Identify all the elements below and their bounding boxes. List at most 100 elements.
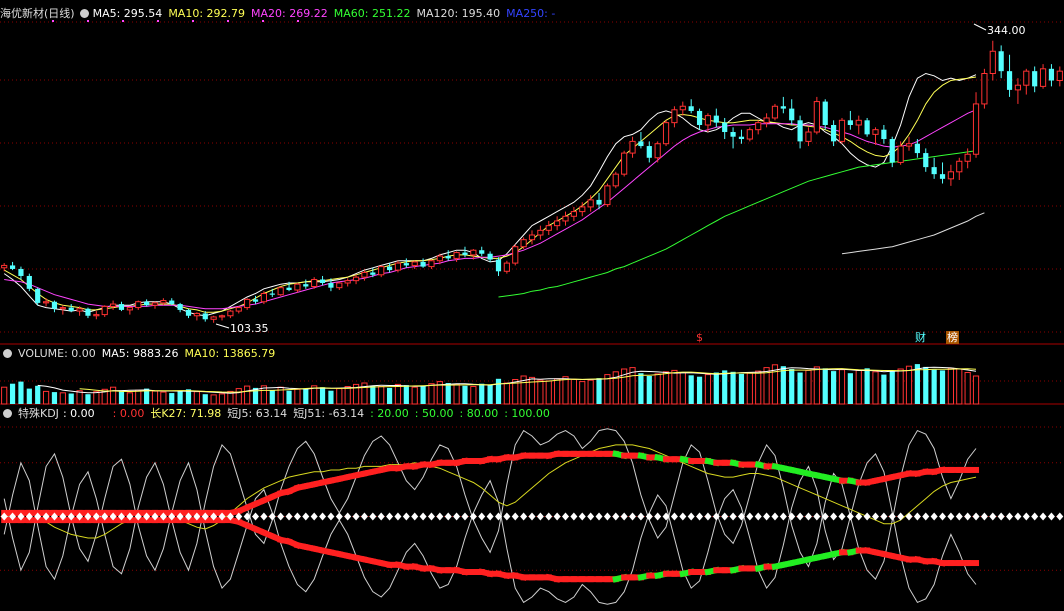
candle-body-up: [1039, 68, 1047, 87]
volume-settings-dot-icon[interactable]: [3, 349, 12, 358]
kdj-midline-diamond: [503, 512, 511, 521]
ma60-label: MA60: 251.22: [333, 7, 411, 20]
volume-bar-down: [85, 394, 91, 404]
volume-bar-down: [202, 394, 208, 404]
top-signal-dot: [297, 20, 299, 22]
volume-bar-down: [420, 385, 426, 404]
volume-bar-down: [118, 390, 125, 404]
candle-body-up: [855, 119, 862, 126]
candle-body-up: [520, 239, 527, 248]
candle-body-down: [303, 284, 309, 287]
candle-body-up: [838, 119, 846, 142]
candle-body-down: [1048, 68, 1055, 81]
volume-bar-up: [344, 386, 351, 405]
candle-body-up: [336, 282, 343, 289]
ma10-line: [3, 76, 977, 313]
top-signal-dot: [87, 20, 89, 22]
volume-bar-down: [68, 393, 74, 404]
volume-bar-down: [177, 390, 183, 404]
kdj-midline-diamond: [143, 512, 151, 521]
candle-body-down: [722, 122, 728, 133]
candle-body-up: [235, 307, 242, 312]
candle-body-up: [545, 225, 552, 231]
candle-body-up: [872, 129, 879, 135]
volume-bar-up: [210, 394, 217, 405]
candle-body-up: [964, 153, 971, 162]
candle-body-up: [428, 260, 435, 268]
volume-bar-up: [294, 388, 301, 405]
kdj-value-white: : 0.00: [62, 407, 95, 420]
candle-body-up: [981, 72, 988, 105]
candle-body-up: [562, 215, 569, 222]
ma20-line: [4, 109, 977, 310]
kdj-midline-diamond: [386, 512, 394, 521]
volume-bar-up: [428, 383, 435, 405]
volume-bar-up: [101, 388, 108, 405]
kdj-midline-diamond: [117, 512, 125, 521]
settings-dot-icon[interactable]: [79, 9, 89, 18]
candle-body-up: [76, 308, 83, 312]
candle-body-up: [101, 305, 108, 316]
volume-bar-down: [386, 387, 393, 404]
candle-body-up: [470, 249, 477, 256]
kdj-level-50: : 50.00: [414, 407, 454, 420]
kdj-midline-diamond: [252, 512, 260, 521]
kdj-midline-diamond: [897, 512, 905, 521]
volume-bar-up: [897, 368, 904, 405]
candle-body-up: [1056, 70, 1063, 82]
kdj-midline-diamond: [679, 512, 687, 521]
kdj-midline-diamond: [729, 512, 737, 521]
candle-body-down: [445, 256, 451, 259]
volume-bar-up: [218, 393, 226, 405]
volume-bar-down: [252, 387, 259, 404]
volume-bar-up: [855, 369, 862, 405]
volume-bar-down: [319, 387, 326, 404]
kdj-midline-diamond: [319, 512, 327, 521]
candle-body-down: [144, 301, 150, 306]
kdj-midline-diamond: [930, 512, 938, 521]
kdj-indicator: [0, 428, 1064, 605]
volume-bar-down: [688, 375, 694, 404]
volume-bar-up: [193, 391, 200, 405]
kdj-midline-diamond: [838, 512, 846, 521]
kdj-midline-diamond: [327, 512, 335, 521]
candle-body-up: [411, 261, 418, 266]
candle-body-down: [638, 141, 644, 147]
kdj-midline-diamond: [1031, 512, 1039, 521]
candle-body-up: [277, 287, 284, 296]
candle-body-up: [813, 101, 820, 133]
candle-body-down: [738, 136, 745, 140]
kdj-midline-diamond: [905, 512, 913, 521]
candle-body-down: [68, 307, 74, 312]
ma250-label: MA250: -: [506, 7, 556, 20]
kdj-midline-diamond: [830, 512, 838, 521]
kdj-midline-diamond: [210, 512, 218, 521]
volume-bar-down: [789, 369, 795, 404]
candle-body-up: [210, 316, 217, 320]
candle-body-down: [328, 282, 334, 288]
kdj-midline-diamond: [76, 512, 84, 521]
ma120-line: [841, 212, 985, 255]
moving-average-lines: [3, 72, 985, 317]
kdj-midline-diamond: [997, 512, 1005, 521]
volume-bar-up: [160, 391, 167, 405]
candle-body-down: [881, 129, 887, 140]
kdj-midline-diamond: [193, 512, 201, 521]
volume-bar-up: [872, 371, 879, 405]
kdj-midline-diamond: [168, 512, 176, 521]
candle-body-down: [487, 253, 493, 260]
volume-bar-up: [972, 375, 980, 405]
kdj-midline-diamond: [101, 512, 109, 521]
kdj-title: 特殊KDJ: [18, 407, 59, 420]
kdj-settings-dot-icon[interactable]: [3, 409, 12, 418]
candle-body-down: [688, 106, 694, 111]
kdj-midline-diamond: [603, 512, 611, 521]
volume-bar-up: [1, 386, 8, 405]
candle-body-down: [713, 115, 719, 123]
kdj-midline-diamond: [595, 512, 603, 521]
volume-bar-down: [286, 390, 292, 404]
candle-body-down: [797, 120, 803, 142]
candle-body-up: [805, 131, 812, 142]
kdj-midline-diamond: [0, 512, 8, 521]
